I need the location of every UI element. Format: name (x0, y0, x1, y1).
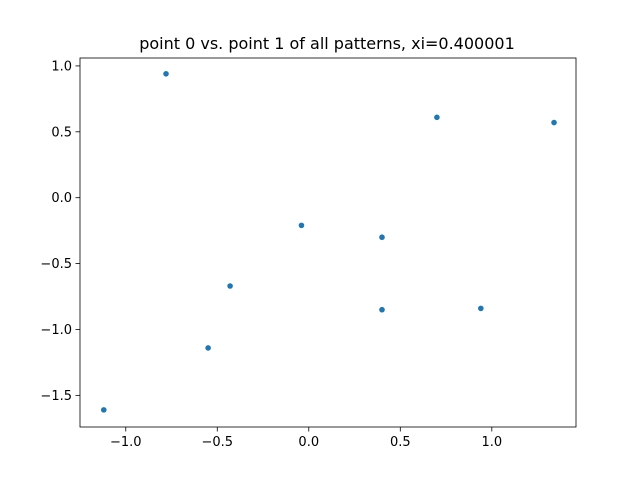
data-point-9 (100, 407, 107, 413)
data-point-8 (205, 345, 211, 351)
y-tick-label-5: 1.0 (51, 59, 72, 74)
plot-frame (79, 57, 577, 428)
points-layer (100, 71, 557, 413)
y-axis: −1.5 −1.0 −0.5 0.0 0.5 1.0 (40, 59, 80, 404)
y-tick-label-1: −1.0 (40, 323, 72, 338)
data-point-3 (298, 222, 305, 229)
x-tick-label-1: −0.5 (201, 435, 233, 450)
data-point-1 (434, 114, 440, 121)
y-tick-label-4: 0.5 (51, 125, 72, 140)
data-point-5 (227, 283, 233, 289)
x-axis: −1.0 −0.5 0.0 0.5 1.0 (110, 427, 502, 450)
data-point-6 (379, 306, 385, 313)
data-point-4 (379, 234, 385, 241)
x-tick-label-0: −1.0 (110, 435, 142, 450)
data-point-7 (478, 305, 484, 312)
y-tick-label-0: −1.5 (40, 389, 72, 404)
chart-title: point 0 vs. point 1 of all patterns, xi=… (139, 34, 515, 53)
y-tick-label-2: −0.5 (40, 257, 72, 272)
x-tick-label-3: 0.5 (390, 435, 411, 450)
x-tick-label-2: 0.0 (298, 435, 319, 450)
data-point-0 (163, 71, 169, 77)
y-tick-label-3: 0.0 (51, 191, 72, 206)
x-tick-label-4: 1.0 (481, 435, 502, 450)
data-point-2 (551, 119, 557, 126)
